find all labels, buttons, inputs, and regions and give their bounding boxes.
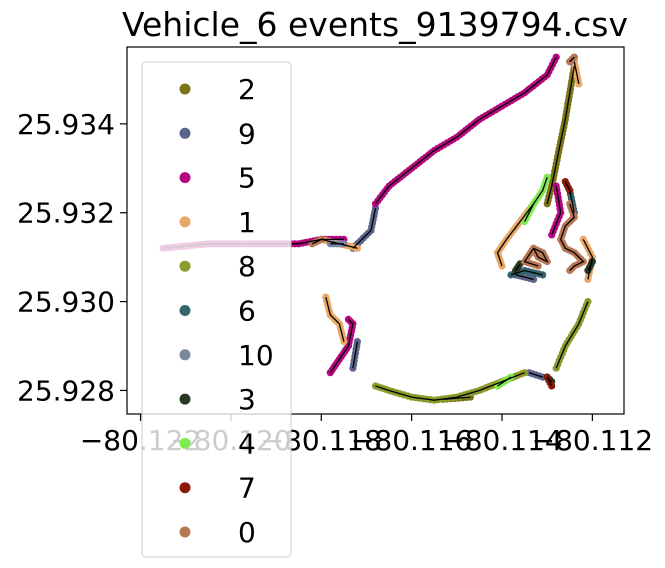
track-line [352, 341, 359, 369]
series-1 [317, 58, 597, 346]
track-line [329, 318, 354, 374]
legend-item-9: 9 [179, 117, 256, 150]
y-tick-label: 25.930 [17, 286, 115, 319]
legend-item-8: 8 [179, 250, 256, 283]
data-point [539, 271, 547, 279]
track-line [523, 247, 549, 267]
legend-item-1: 1 [179, 206, 256, 239]
track-line [352, 208, 377, 249]
data-point [534, 262, 542, 270]
legend-label: 4 [238, 427, 256, 460]
x-tick-label: −80.116 [351, 424, 472, 457]
legend-item-2: 2 [179, 73, 256, 106]
legend-item-5: 5 [179, 162, 256, 195]
track-line [559, 203, 585, 271]
legend-label: 7 [238, 472, 256, 505]
legend-marker [179, 482, 191, 494]
data-point [552, 53, 560, 61]
track-line [515, 274, 534, 281]
legend-marker [179, 172, 191, 184]
y-tick-label: 25.932 [17, 197, 115, 230]
track-line [528, 372, 543, 378]
data-point [575, 80, 583, 88]
x-tick-label: −80.112 [532, 424, 653, 457]
track-line [374, 56, 557, 205]
series-8 [371, 298, 592, 404]
track-line [311, 238, 322, 245]
track-line [510, 269, 543, 276]
series-4 [493, 173, 551, 390]
track-line [325, 296, 345, 342]
legend-marker [179, 349, 191, 361]
plot-frame [126, 46, 625, 415]
legend: 2 9 5 1 8 6 10 3 4 7 0 [141, 61, 292, 558]
legend-item-4: 4 [179, 427, 256, 460]
legend-item-7: 7 [179, 472, 256, 505]
legend-label: 8 [238, 250, 256, 283]
series-0 [308, 53, 587, 275]
x-axis: −80.122−80.120−80.118−80.116−80.114−80.1… [80, 414, 653, 457]
legend-marker [179, 305, 191, 316]
legend-label: 0 [238, 516, 256, 549]
track-line [564, 181, 571, 191]
legend-item-3: 3 [179, 383, 256, 416]
legend-box [141, 61, 292, 558]
legend-marker [179, 83, 191, 95]
track-lines [163, 56, 594, 401]
legend-item-10: 10 [179, 339, 274, 372]
legend-marker [179, 393, 191, 405]
legend-label: 10 [238, 339, 274, 372]
legend-label: 1 [238, 206, 256, 239]
chart-title: Vehicle_6 events_9139794.csv [122, 5, 628, 44]
y-tick-label: 25.934 [17, 108, 115, 141]
legend-label: 2 [238, 73, 256, 106]
track-line [375, 372, 525, 401]
legend-item-6: 6 [179, 295, 256, 328]
track-line [555, 301, 589, 369]
legend-label: 3 [238, 383, 256, 416]
track-line [546, 65, 575, 204]
legend-marker [179, 437, 191, 449]
x-tick-label: −80.114 [441, 424, 562, 457]
legend-marker [179, 127, 191, 139]
legend-label: 6 [238, 295, 256, 328]
track-line [582, 239, 594, 280]
legend-label: 5 [238, 162, 256, 195]
track-line [573, 61, 580, 85]
track-line [496, 203, 535, 267]
legend-item-0: 0 [179, 516, 256, 549]
legend-marker [179, 260, 191, 272]
legend-items: 2 9 5 1 8 6 10 3 4 7 0 [179, 73, 274, 549]
track-line [587, 261, 593, 271]
track-line [497, 376, 512, 387]
track-line [515, 263, 521, 271]
track-line [569, 56, 575, 63]
legend-marker [179, 216, 191, 228]
legend-label: 9 [238, 117, 256, 150]
y-axis: 25.928 25.930 25.932 25.934 [17, 108, 127, 407]
track-line [524, 176, 548, 222]
y-tick-label: 25.928 [17, 374, 115, 407]
track-line [569, 190, 575, 213]
track-line [551, 185, 562, 236]
legend-marker [179, 526, 191, 538]
track-line [546, 376, 553, 387]
